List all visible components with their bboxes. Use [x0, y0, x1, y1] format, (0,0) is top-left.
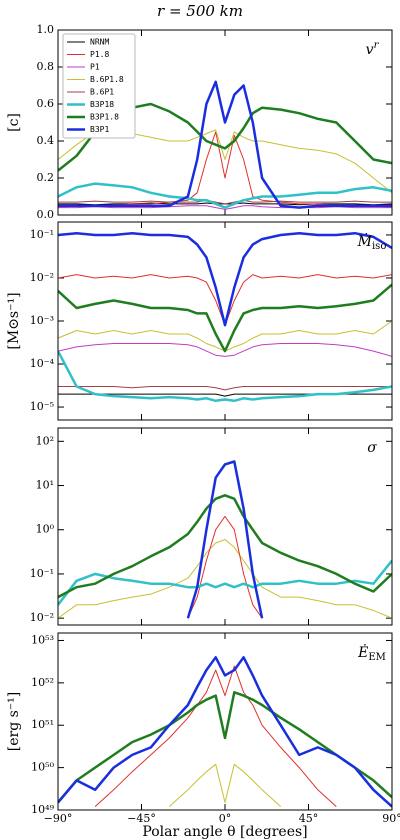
- frame: [57, 221, 393, 421]
- plot-area: [58, 656, 392, 808]
- y-axis-label: [c]: [6, 113, 22, 132]
- y-tick-label: 10⁵¹: [31, 718, 54, 731]
- data-line: [186, 460, 264, 619]
- data-line: [58, 199, 392, 205]
- data-line: [58, 205, 392, 210]
- annotation-sub: EM: [368, 652, 386, 663]
- data-line: [58, 343, 392, 357]
- x-tick-label: −45°: [127, 812, 156, 825]
- y-axis-label: [M⊙s⁻¹]: [6, 292, 22, 349]
- y-tick-label: 10⁻¹: [30, 567, 54, 580]
- y-tick-label: 10¹: [36, 479, 54, 492]
- y-axis-label: [erg s⁻¹]: [6, 692, 22, 752]
- data-line: [58, 131, 392, 209]
- x-tick-label: 90°: [382, 812, 400, 825]
- data-line: [94, 665, 337, 807]
- annotation: vr: [366, 40, 380, 59]
- y-tick-label: 10⁻³: [30, 314, 54, 327]
- data-line: [58, 231, 392, 327]
- data-line: [58, 691, 392, 804]
- legend-label: P1.8: [90, 50, 109, 59]
- data-line: [58, 350, 392, 403]
- data-line: [58, 494, 392, 599]
- data-line: [58, 129, 392, 194]
- legend-label: B.6P1.8: [90, 75, 124, 84]
- annotation: σ: [367, 440, 377, 456]
- y-tick-label: 10⁻⁴: [30, 357, 55, 370]
- legend-label: B3P18: [90, 100, 114, 109]
- y-tick-label: 0.4: [37, 134, 55, 147]
- frame: [57, 427, 393, 626]
- y-tick-label: 0.8: [37, 60, 55, 73]
- data-line: [58, 656, 392, 808]
- annotation-base: σ: [367, 440, 377, 456]
- y-tick-label: 10⁻⁵: [30, 400, 54, 413]
- legend-label: B3P1.8: [90, 113, 119, 122]
- y-tick-label: 10²: [36, 434, 54, 447]
- data-line: [58, 274, 392, 326]
- data-line: [58, 539, 392, 619]
- y-tick-label: 0.0: [37, 208, 55, 221]
- annotation-base: Ṁ: [357, 232, 373, 250]
- data-line: [58, 283, 392, 353]
- x-axis-label: Polar angle θ [degrees]: [142, 824, 307, 840]
- legend-box: [62, 33, 136, 139]
- plot-area: [58, 231, 392, 403]
- annotation: ĖEM: [357, 643, 386, 663]
- annotation: Ṁiso: [357, 232, 387, 252]
- annotation-base: v: [366, 42, 374, 58]
- legend-label: NRNM: [90, 38, 109, 47]
- annotation-sup: r: [374, 40, 380, 51]
- y-tick-label: 10⁻¹: [30, 228, 54, 241]
- annotation-base: Ė: [357, 643, 368, 661]
- plot-area: [58, 80, 392, 210]
- y-tick-label: 0.2: [37, 171, 55, 184]
- y-tick-label: 10⁵²: [31, 676, 54, 689]
- y-tick-label: 10⁻²: [30, 611, 54, 624]
- x-tick-label: 0°: [219, 812, 232, 825]
- y-tick-label: 1.0: [37, 23, 55, 36]
- legend-label: B.6P1: [90, 88, 114, 97]
- y-tick-label: 10⁻²: [30, 271, 54, 284]
- y-tick-label: 0.6: [37, 97, 55, 110]
- legend-label: B3P1: [90, 125, 109, 134]
- data-line: [58, 182, 392, 209]
- legend-label: P1: [90, 63, 100, 72]
- annotation-sub: iso: [372, 241, 386, 252]
- x-tick-label: −90°: [44, 812, 73, 825]
- y-tick-label: 10⁵³: [31, 633, 54, 646]
- data-line: [168, 763, 282, 807]
- plot-area: [58, 460, 392, 619]
- y-tick-label: 10⁰: [36, 523, 55, 536]
- y-tick-label: 10⁴⁹: [31, 803, 54, 816]
- data-line: [58, 386, 392, 391]
- frame: [57, 632, 393, 811]
- x-tick-label: 45°: [299, 812, 319, 825]
- data-line: [58, 80, 392, 209]
- frame: [57, 29, 393, 216]
- data-line: [58, 559, 392, 606]
- y-tick-label: 10⁵⁰: [31, 761, 54, 774]
- chart-title: r = 500 km: [157, 2, 243, 20]
